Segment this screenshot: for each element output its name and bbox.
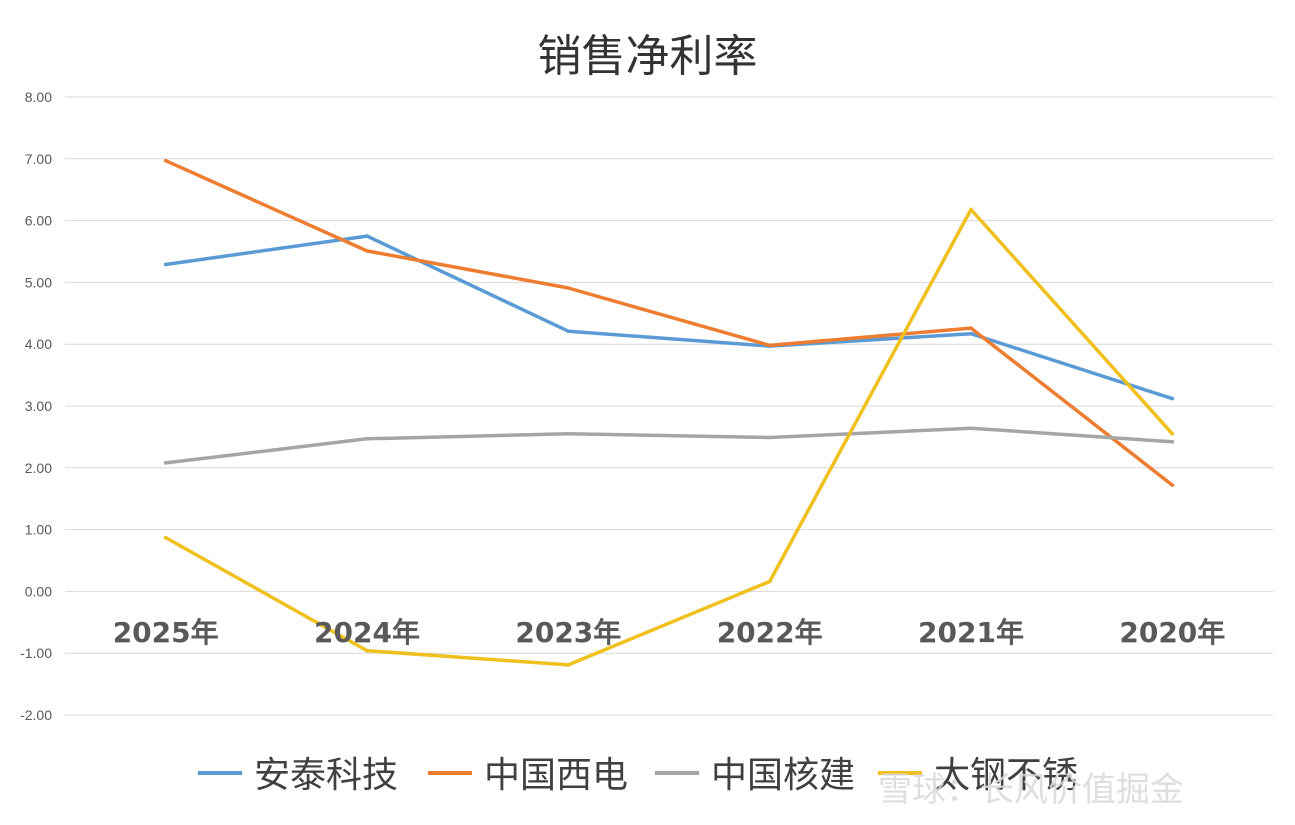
legend-label: 中国核建 [711, 755, 855, 796]
data-point [566, 286, 571, 290]
series-line [163, 234, 1175, 401]
data-point [767, 343, 772, 348]
y-tick-label: 1.00 [25, 522, 52, 538]
series-line [163, 158, 1175, 487]
y-tick-label: 5.00 [25, 274, 52, 290]
chart-title: 销售净利率 [537, 31, 758, 82]
data-point [365, 249, 369, 253]
y-tick-label: 2.00 [25, 460, 52, 476]
x-tick-label: 2020年 [1119, 616, 1225, 649]
data-point [969, 326, 973, 330]
data-point [365, 234, 369, 238]
data-point [767, 579, 772, 584]
data-point [566, 329, 571, 334]
data-point [365, 648, 369, 653]
data-point [969, 331, 973, 336]
data-point [1170, 483, 1175, 487]
data-point [163, 461, 168, 465]
series-line [163, 207, 1175, 667]
data-point [969, 207, 973, 212]
y-tick-label: 4.00 [25, 336, 52, 352]
data-point [969, 426, 973, 431]
data-point [365, 436, 369, 441]
watermark-text: 雪球：长风价值掘金 [878, 770, 1184, 810]
x-tick-label: 2024年 [314, 616, 420, 649]
x-tick-label: 2025年 [113, 616, 219, 649]
y-tick-label: 8.00 [25, 89, 52, 105]
data-point [1170, 396, 1175, 401]
y-tick-label: 6.00 [25, 213, 52, 229]
data-point [163, 158, 168, 163]
legend-label: 太钢不锈 [934, 755, 1078, 796]
y-tick-label: 7.00 [25, 151, 52, 167]
data-point [566, 432, 571, 436]
data-point [1170, 432, 1175, 436]
series-line [163, 426, 1175, 465]
x-tick-label: 2022年 [717, 616, 823, 649]
y-tick-label: 3.00 [25, 398, 52, 414]
data-point [1170, 440, 1175, 444]
data-point [767, 435, 772, 440]
x-tick-label: 2021年 [918, 616, 1024, 649]
y-tick-label: 0.00 [25, 583, 52, 599]
data-point [163, 262, 168, 267]
legend-label: 中国西电 [484, 755, 628, 796]
data-point [163, 535, 168, 540]
legend-label: 安泰科技 [254, 755, 398, 796]
data-point [566, 663, 571, 667]
x-tick-label: 2023年 [515, 616, 621, 649]
y-tick-label: -2.00 [20, 707, 52, 723]
y-tick-label: -1.00 [20, 645, 52, 661]
